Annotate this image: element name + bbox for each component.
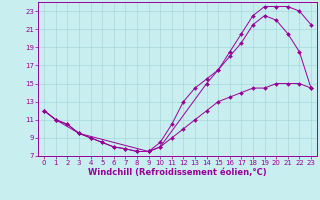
X-axis label: Windchill (Refroidissement éolien,°C): Windchill (Refroidissement éolien,°C) [88,168,267,177]
